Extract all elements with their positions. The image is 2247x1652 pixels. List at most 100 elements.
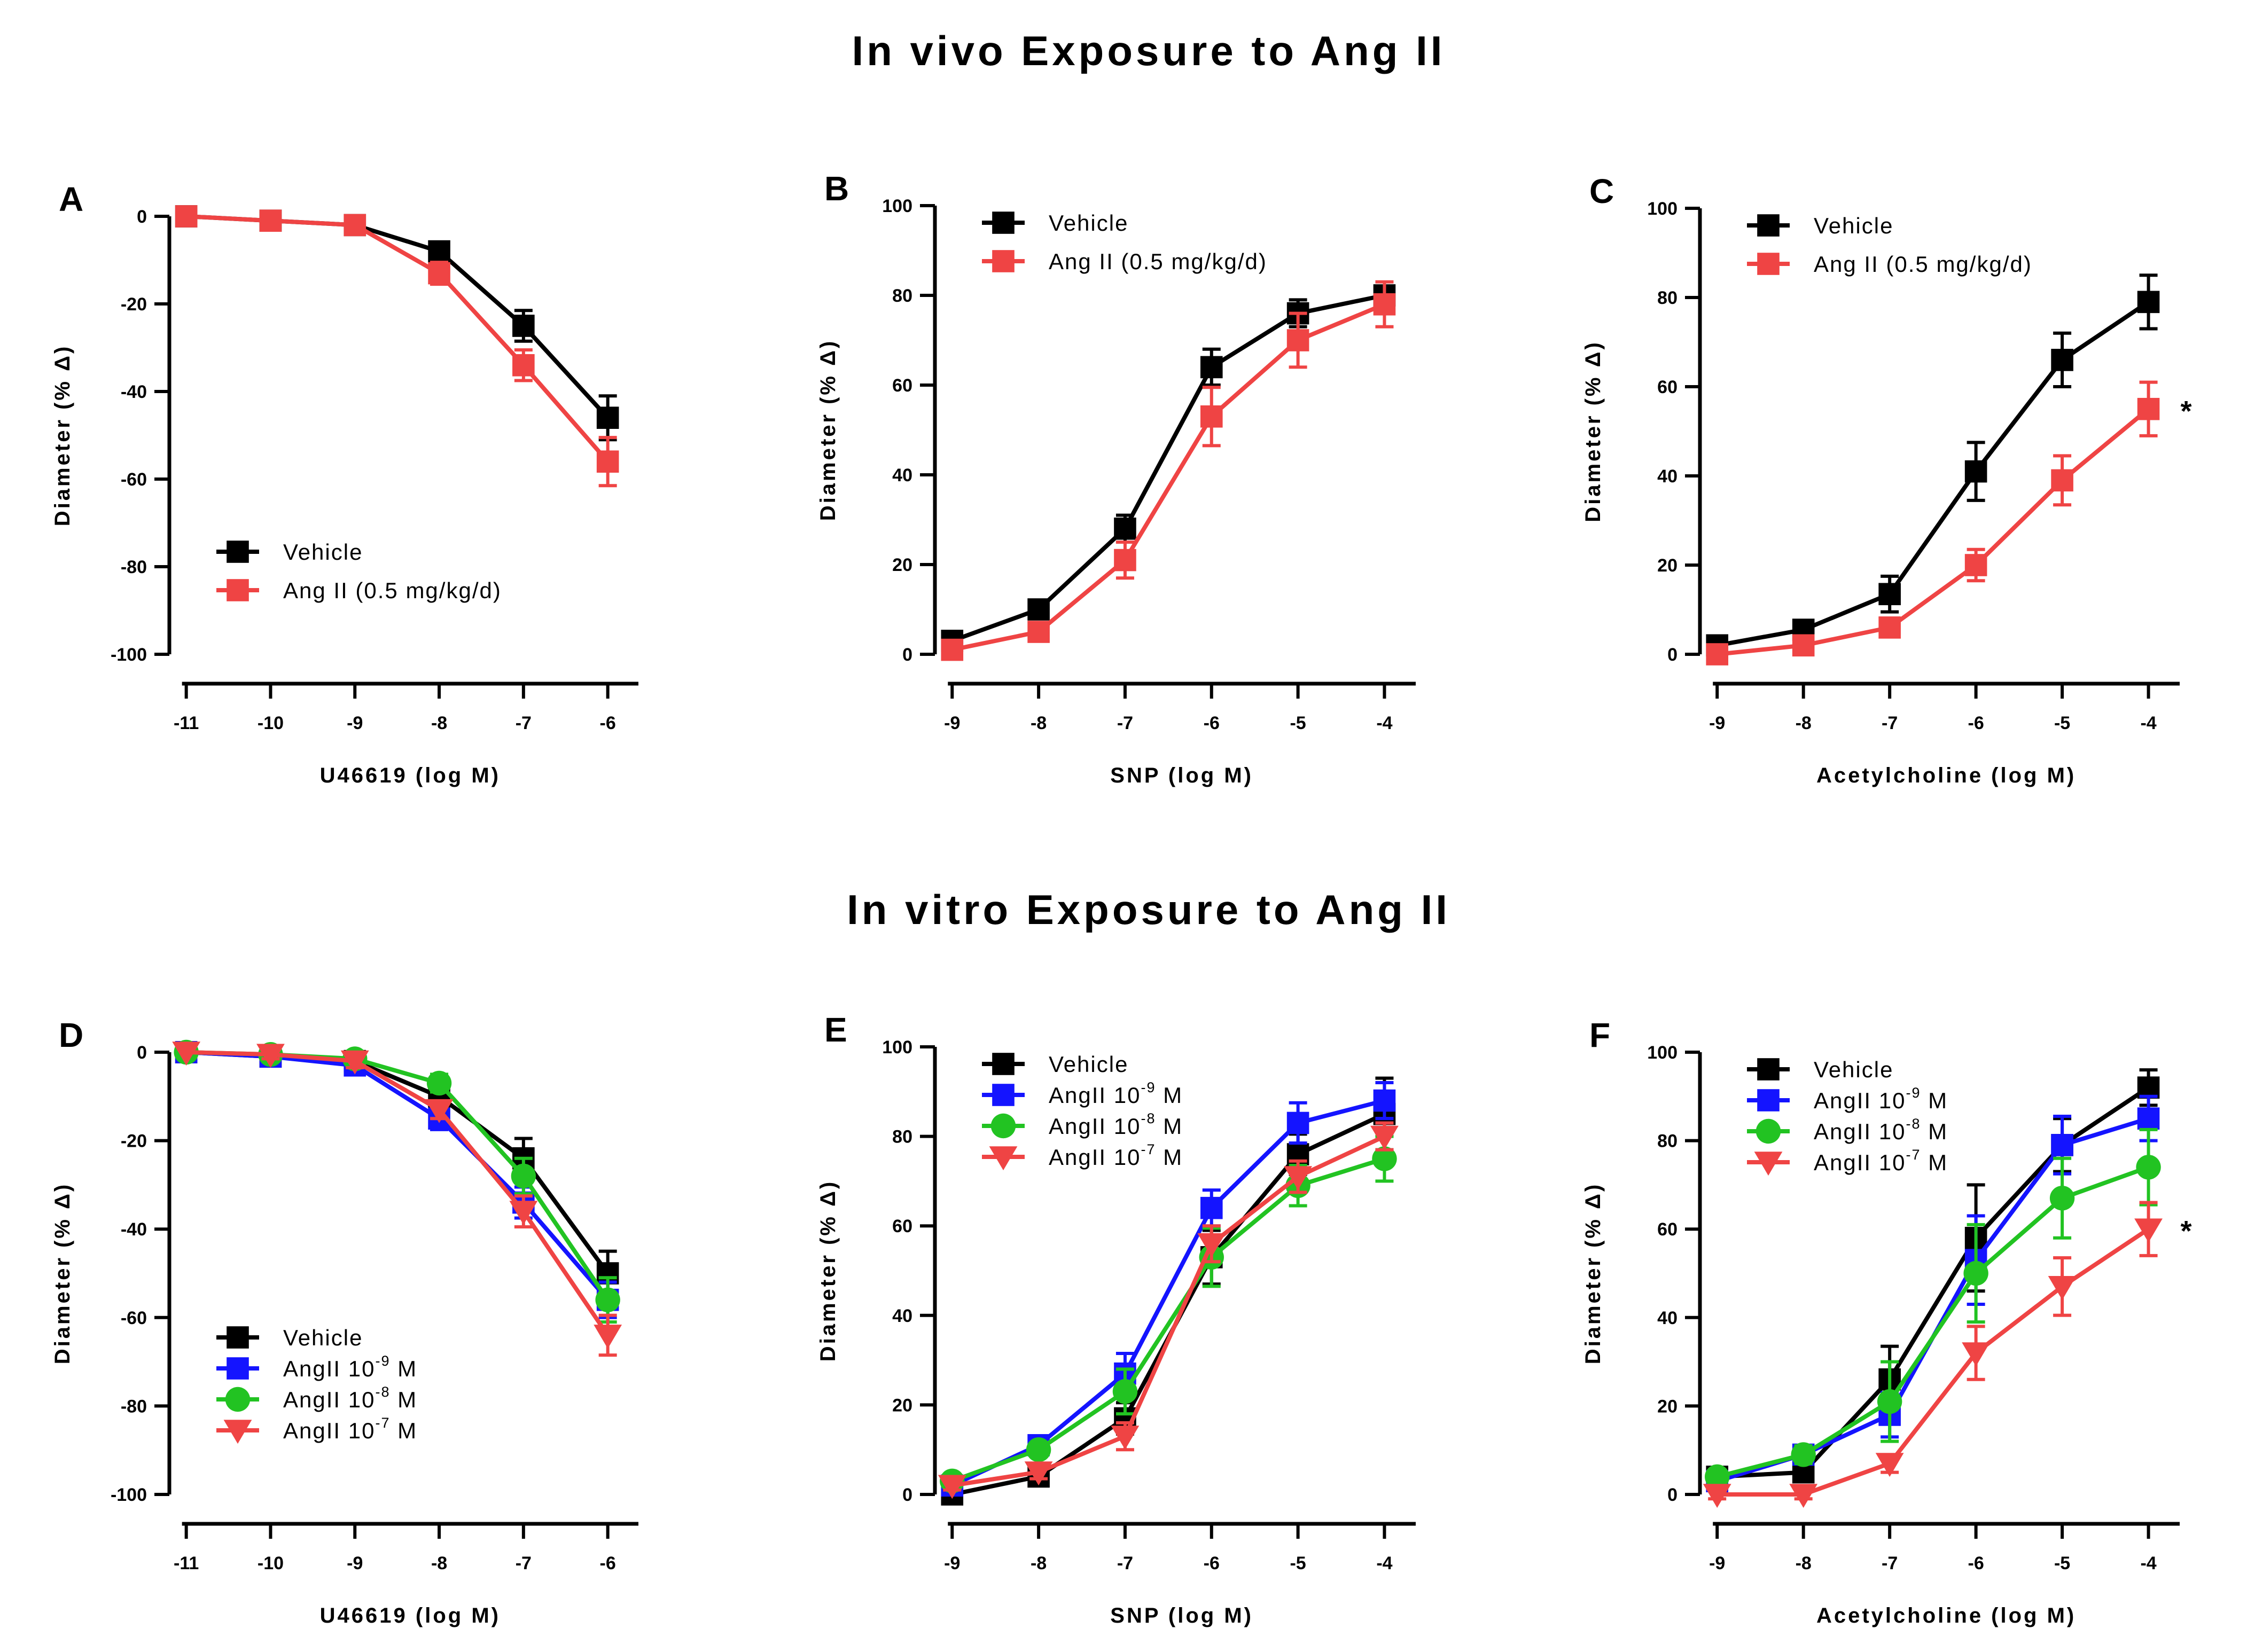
panel-a-x-tick-label: -10 (258, 713, 284, 733)
series-line (1717, 1165, 2149, 1479)
panel-b-y-tick-label: 0 (902, 645, 912, 665)
legend-swatch-marker (992, 1084, 1015, 1106)
legend-label-base: AngII 10 (1814, 1150, 1906, 1175)
panel-e-y-axis-title: Diameter (% Δ) (816, 1180, 840, 1361)
panel-a-series-ang-ii-0-5-mg-kg-d (175, 205, 619, 488)
data-point (2137, 1107, 2160, 1130)
data-point (1370, 1125, 1399, 1150)
panel-f-letter: F (1589, 1016, 1610, 1054)
panel-d-y-tick-label: -100 (111, 1485, 147, 1505)
panel-e-series-angii-10-8-m (940, 1134, 1397, 1494)
panel-a-y-tick-label: -60 (121, 469, 147, 490)
legend-swatch-marker (992, 212, 1015, 234)
data-point (1792, 634, 1815, 657)
legend-swatch-marker (227, 579, 249, 601)
panel-f-x-tick-label: -8 (1796, 1553, 1812, 1573)
legend-label: Ang II (0.5 mg/kg/d) (283, 578, 502, 603)
legend-label-exponent: -9 (1906, 1085, 1921, 1101)
legend-label: AngII 10-7 M (283, 1415, 417, 1443)
panel-f-x-axis-title: Acetylcholine (log M) (1816, 1604, 2076, 1627)
panel-a-y-tick-label: -100 (111, 645, 147, 665)
panel-a-y-axis-title: Diameter (% Δ) (51, 345, 74, 526)
series-line (951, 1112, 1386, 1497)
legend-label-unit: M (1156, 1145, 1183, 1170)
panel-e-letter: E (824, 1011, 847, 1049)
section-title-in-vivo: In vivo Exposure to Ang II (852, 27, 1446, 74)
panel-a-x-tick-label: -7 (516, 713, 532, 733)
legend-label-exponent: -8 (1906, 1116, 1921, 1132)
legend-label-unit: M (390, 1387, 417, 1412)
data-point (425, 1099, 454, 1123)
data-point (344, 214, 366, 237)
panel-d-x-tick-label: -11 (174, 1553, 199, 1573)
data-point (1111, 1426, 1140, 1450)
panel-f-x-tick-label: -9 (1709, 1553, 1725, 1573)
panel-e-x-tick-label: -7 (1117, 1553, 1133, 1573)
series-line (186, 214, 610, 463)
panel-c-legend: Vehicle Ang II (0.5 mg/kg/d) (1747, 213, 2032, 277)
panel-c: C 0 20 40 60 80 100 -9 -8 -7 -6 -5 -4 Acetylcholine (… (1581, 172, 2192, 787)
panel-d-y-tick-label: -80 (121, 1396, 147, 1416)
data-point (1964, 460, 1987, 483)
panel-b-x-axis-title: SNP (log M) (1110, 764, 1253, 787)
panel-a-y-tick-label: -20 (121, 294, 147, 315)
series-line (1717, 407, 2150, 656)
legend-label: Vehicle (283, 1325, 363, 1350)
panel-f-y-tick-label: 80 (1657, 1131, 1678, 1152)
legend-swatch-marker (227, 1357, 249, 1380)
panel-d-y-tick-label: 0 (137, 1043, 147, 1063)
panel-d-x-tick-label: -6 (600, 1553, 616, 1573)
legend-label: AngII 10-9 M (283, 1353, 417, 1381)
panel-a-y-tick-label: -80 (121, 557, 147, 577)
panel-c-y-tick-label: 0 (1667, 645, 1678, 665)
panel-e-x-axis-title: SNP (log M) (1110, 1604, 1253, 1627)
data-point (511, 1163, 536, 1189)
data-point (1875, 1453, 1904, 1477)
panel-d-series-angii-10-7-m (172, 1042, 622, 1357)
data-point (1026, 1437, 1051, 1462)
panel-e: E 0 20 40 60 80 100 -9 -8 -7 -6 -5 -4 SNP (log M) Diam… (816, 1011, 1416, 1627)
panel-e-y-tick-label: 60 (892, 1216, 912, 1236)
panel-e-x-tick-label: -9 (944, 1553, 960, 1573)
panel-d-series-angii-10-8-m (174, 1039, 620, 1324)
panel-a-x-tick-label: -9 (347, 713, 363, 733)
data-point (1964, 554, 1987, 576)
data-point (1027, 621, 1050, 643)
data-point (1373, 293, 1396, 316)
legend-label: Vehicle (1814, 1057, 1893, 1082)
panel-d-x-tick-label: -9 (347, 1553, 363, 1573)
panel-c-y-tick-label: 40 (1657, 466, 1678, 487)
legend-label-base: AngII 10 (1814, 1088, 1906, 1113)
legend-label: AngII 10-8 M (1814, 1116, 1948, 1144)
data-point (1963, 1260, 1988, 1286)
legend-swatch-marker (992, 250, 1015, 272)
panel-c-x-tick-label: -4 (2140, 713, 2156, 733)
data-point (1789, 1484, 1818, 1508)
legend-label: Vehicle (283, 539, 363, 565)
panel-b-x-tick-label: -5 (1290, 713, 1306, 733)
series-line (186, 1050, 610, 1302)
data-point (1024, 1461, 1053, 1486)
legend-swatch-marker (227, 541, 249, 563)
panel-f-y-tick-label: 100 (1647, 1043, 1678, 1063)
data-point (1284, 1166, 1313, 1191)
legend-label: AngII 10-9 M (1049, 1079, 1183, 1108)
panel-e-y-tick-label: 100 (882, 1037, 912, 1058)
panel-c-significance-mark: * (2181, 395, 2192, 427)
panel-a-legend: Vehicle Ang II (0.5 mg/kg/d) (216, 539, 502, 603)
legend-label: Vehicle (1814, 213, 1893, 238)
panel-f-x-tick-label: -6 (1968, 1553, 1984, 1573)
legend-label-unit: M (390, 1418, 417, 1443)
panel-a-x-tick-label: -11 (174, 713, 199, 733)
panel-b-x-tick-label: -7 (1117, 713, 1133, 733)
data-point (1791, 1442, 1816, 1467)
data-point (175, 205, 198, 228)
panel-d: D 0 -20 -40 -60 -80 -100 -11 -10 -9 -8 -7 -6 U46619 (… (51, 1016, 638, 1627)
legend-swatch-marker (1757, 1089, 1780, 1111)
legend-label: Ang II (0.5 mg/kg/d) (1814, 252, 2032, 277)
panel-a-series-vehicle (175, 205, 619, 442)
panel-c-y-tick-label: 60 (1657, 377, 1678, 397)
